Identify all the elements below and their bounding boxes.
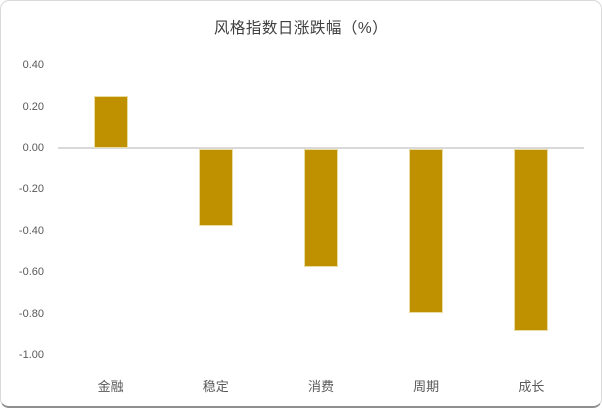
y-axis-tick-label: 0.40 [22,59,44,72]
x-axis-category-label: 稳定 [202,379,229,394]
y-axis-tick-label: 0.00 [22,142,44,154]
chart-title: 风格指数日涨跌幅（%） [213,20,389,37]
bar-周期 [409,149,444,313]
y-axis-tick-label: -0.80 [18,307,44,320]
y-axis-tick-label: -0.20 [18,183,44,196]
y-axis-tick-label: -1.00 [18,349,44,361]
bar-消费 [304,149,338,267]
zero-baseline [58,147,584,149]
x-axis-category-label: 消费 [307,379,334,394]
x-axis-category-label: 金融 [97,379,124,394]
y-axis-tick-label: -0.60 [18,266,44,279]
y-axis-tick-label: -0.40 [18,224,44,237]
x-axis-category-label: 成长 [518,379,545,394]
bar-成长 [514,149,549,332]
bar-稳定 [198,149,233,226]
y-axis-tick-label: 0.20 [22,100,44,113]
bar-金融 [93,96,128,148]
x-axis-category-label: 周期 [413,379,440,394]
